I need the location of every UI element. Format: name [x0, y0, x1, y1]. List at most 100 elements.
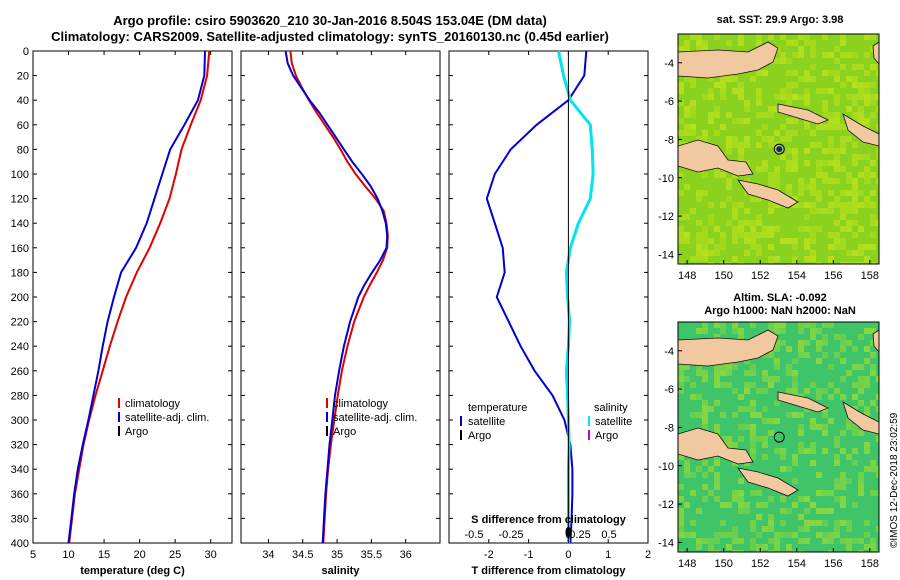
- x2-tick-label: 0: [565, 529, 571, 541]
- sst-map-pixel: [786, 70, 792, 76]
- sst-map-pixel: [828, 178, 834, 184]
- sla-map-pixel: [858, 550, 864, 552]
- sst-map-pixel: [780, 58, 786, 64]
- sla-map-pixel: [774, 550, 780, 552]
- sla-map-pixel: [792, 478, 798, 484]
- sla-map-pixel: [834, 520, 840, 526]
- sst-map-pixel: [858, 244, 864, 250]
- sst-map-pixel: [678, 46, 684, 52]
- sst-map-pixel: [696, 46, 702, 52]
- sst-map-pixel: [678, 118, 684, 124]
- sla-map-pixel: [786, 550, 792, 552]
- sst-map-pixel: [840, 238, 846, 244]
- sst-map-pixel: [678, 130, 684, 136]
- sla-map-pixel: [864, 346, 870, 352]
- sst-map-pixel: [768, 244, 774, 250]
- sla-map-pixel: [840, 472, 846, 478]
- sla-map-pixel: [678, 382, 684, 388]
- sla-map-pixel: [744, 508, 750, 514]
- sst-map-pixel: [810, 226, 816, 232]
- sst-map-pixel: [840, 64, 846, 70]
- sst-map-pixel: [828, 256, 834, 262]
- sla-map-pixel: [840, 376, 846, 382]
- sla-map-pixel: [678, 454, 684, 460]
- sla-map-pixel: [780, 496, 786, 502]
- sla-map-pixel: [678, 364, 684, 370]
- sla-map-pixel: [828, 382, 834, 388]
- sla-map-pixel: [804, 496, 810, 502]
- sla-map-pixel: [696, 328, 702, 334]
- sla-map-landmass: [678, 329, 779, 367]
- sst-map-pixel: [864, 70, 870, 76]
- sst-map-pixel: [870, 82, 876, 88]
- sst-map-pixel: [792, 238, 798, 244]
- y-tick-label: 80: [17, 144, 29, 156]
- sst-map-pixel: [810, 142, 816, 148]
- sst-map-pixel: [846, 190, 852, 196]
- sla-map-pixel: [684, 364, 690, 370]
- sla-map-pixel: [792, 382, 798, 388]
- sst-map-pixel: [828, 244, 834, 250]
- sla-map-pixel: [684, 376, 690, 382]
- sst-map-pixel: [816, 172, 822, 178]
- sst-map-pixel: [792, 262, 798, 264]
- sst-map-pixel: [834, 76, 840, 82]
- sst-map-pixel: [762, 136, 768, 142]
- sst-map-pixel: [684, 46, 690, 52]
- sst-map-pixel: [738, 142, 744, 148]
- sla-map-pixel: [744, 370, 750, 376]
- sst-map-pixel: [786, 100, 792, 106]
- sla-map-pixel: [678, 550, 684, 552]
- sla-map-landmass: [777, 391, 829, 413]
- sla-map-pixel: [714, 460, 720, 466]
- sst-map-pixel: [864, 202, 870, 208]
- sst-map-pixel: [696, 220, 702, 226]
- sla-map-pixel: [870, 370, 876, 376]
- sst-map-pixel: [702, 256, 708, 262]
- sla-map-pixel: [732, 322, 738, 328]
- sla-map-pixel: [846, 418, 852, 424]
- sst-map-pixel: [852, 160, 858, 166]
- sst-map-pixel: [756, 70, 762, 76]
- sst-map-pixel: [816, 124, 822, 130]
- sla-map-pixel: [810, 334, 816, 340]
- sst-map-pixel: [702, 46, 708, 52]
- sla-map-pixel: [780, 508, 786, 514]
- sst-map-pixel: [720, 262, 726, 264]
- sla-map-pixel: [792, 460, 798, 466]
- map-y-tick-label: -12: [658, 499, 674, 511]
- sla-map-pixel: [750, 430, 756, 436]
- sst-map-pixel: [678, 214, 684, 220]
- sla-map-pixel: [756, 544, 762, 550]
- y-tick-label: 40: [17, 95, 29, 107]
- sst-map-pixel: [792, 40, 798, 46]
- sst-map-pixel: [840, 214, 846, 220]
- sst-map-pixel: [834, 196, 840, 202]
- sla-map-pixel: [732, 496, 738, 502]
- sla-map-pixel: [732, 490, 738, 496]
- sst-map-pixel: [798, 46, 804, 52]
- sst-map-pixel: [714, 106, 720, 112]
- sla-map-pixel: [864, 520, 870, 526]
- sla-map-pixel: [684, 466, 690, 472]
- sst-map-pixel: [834, 100, 840, 106]
- sst-map-pixel: [876, 70, 879, 76]
- sla-map-pixel: [792, 532, 798, 538]
- sst-map-pixel: [702, 130, 708, 136]
- sla-map-pixel: [762, 436, 768, 442]
- sla-map-pixel: [756, 490, 762, 496]
- sst-map-pixel: [702, 244, 708, 250]
- sst-map-pixel: [726, 184, 732, 190]
- map-x-tick-label: 148: [678, 558, 696, 570]
- sla-map-pixel: [732, 532, 738, 538]
- sst-map-pixel: [792, 154, 798, 160]
- sla-map-pixel: [690, 394, 696, 400]
- sla-map-pixel: [846, 424, 852, 430]
- sla-map-pixel: [822, 412, 828, 418]
- sla-map-pixel: [780, 466, 786, 472]
- sst-map-pixel: [762, 70, 768, 76]
- sst-map-pixel: [810, 232, 816, 238]
- sst-map-pixel: [804, 214, 810, 220]
- sla-map-pixel: [876, 376, 879, 382]
- sla-map-landmass: [678, 427, 754, 465]
